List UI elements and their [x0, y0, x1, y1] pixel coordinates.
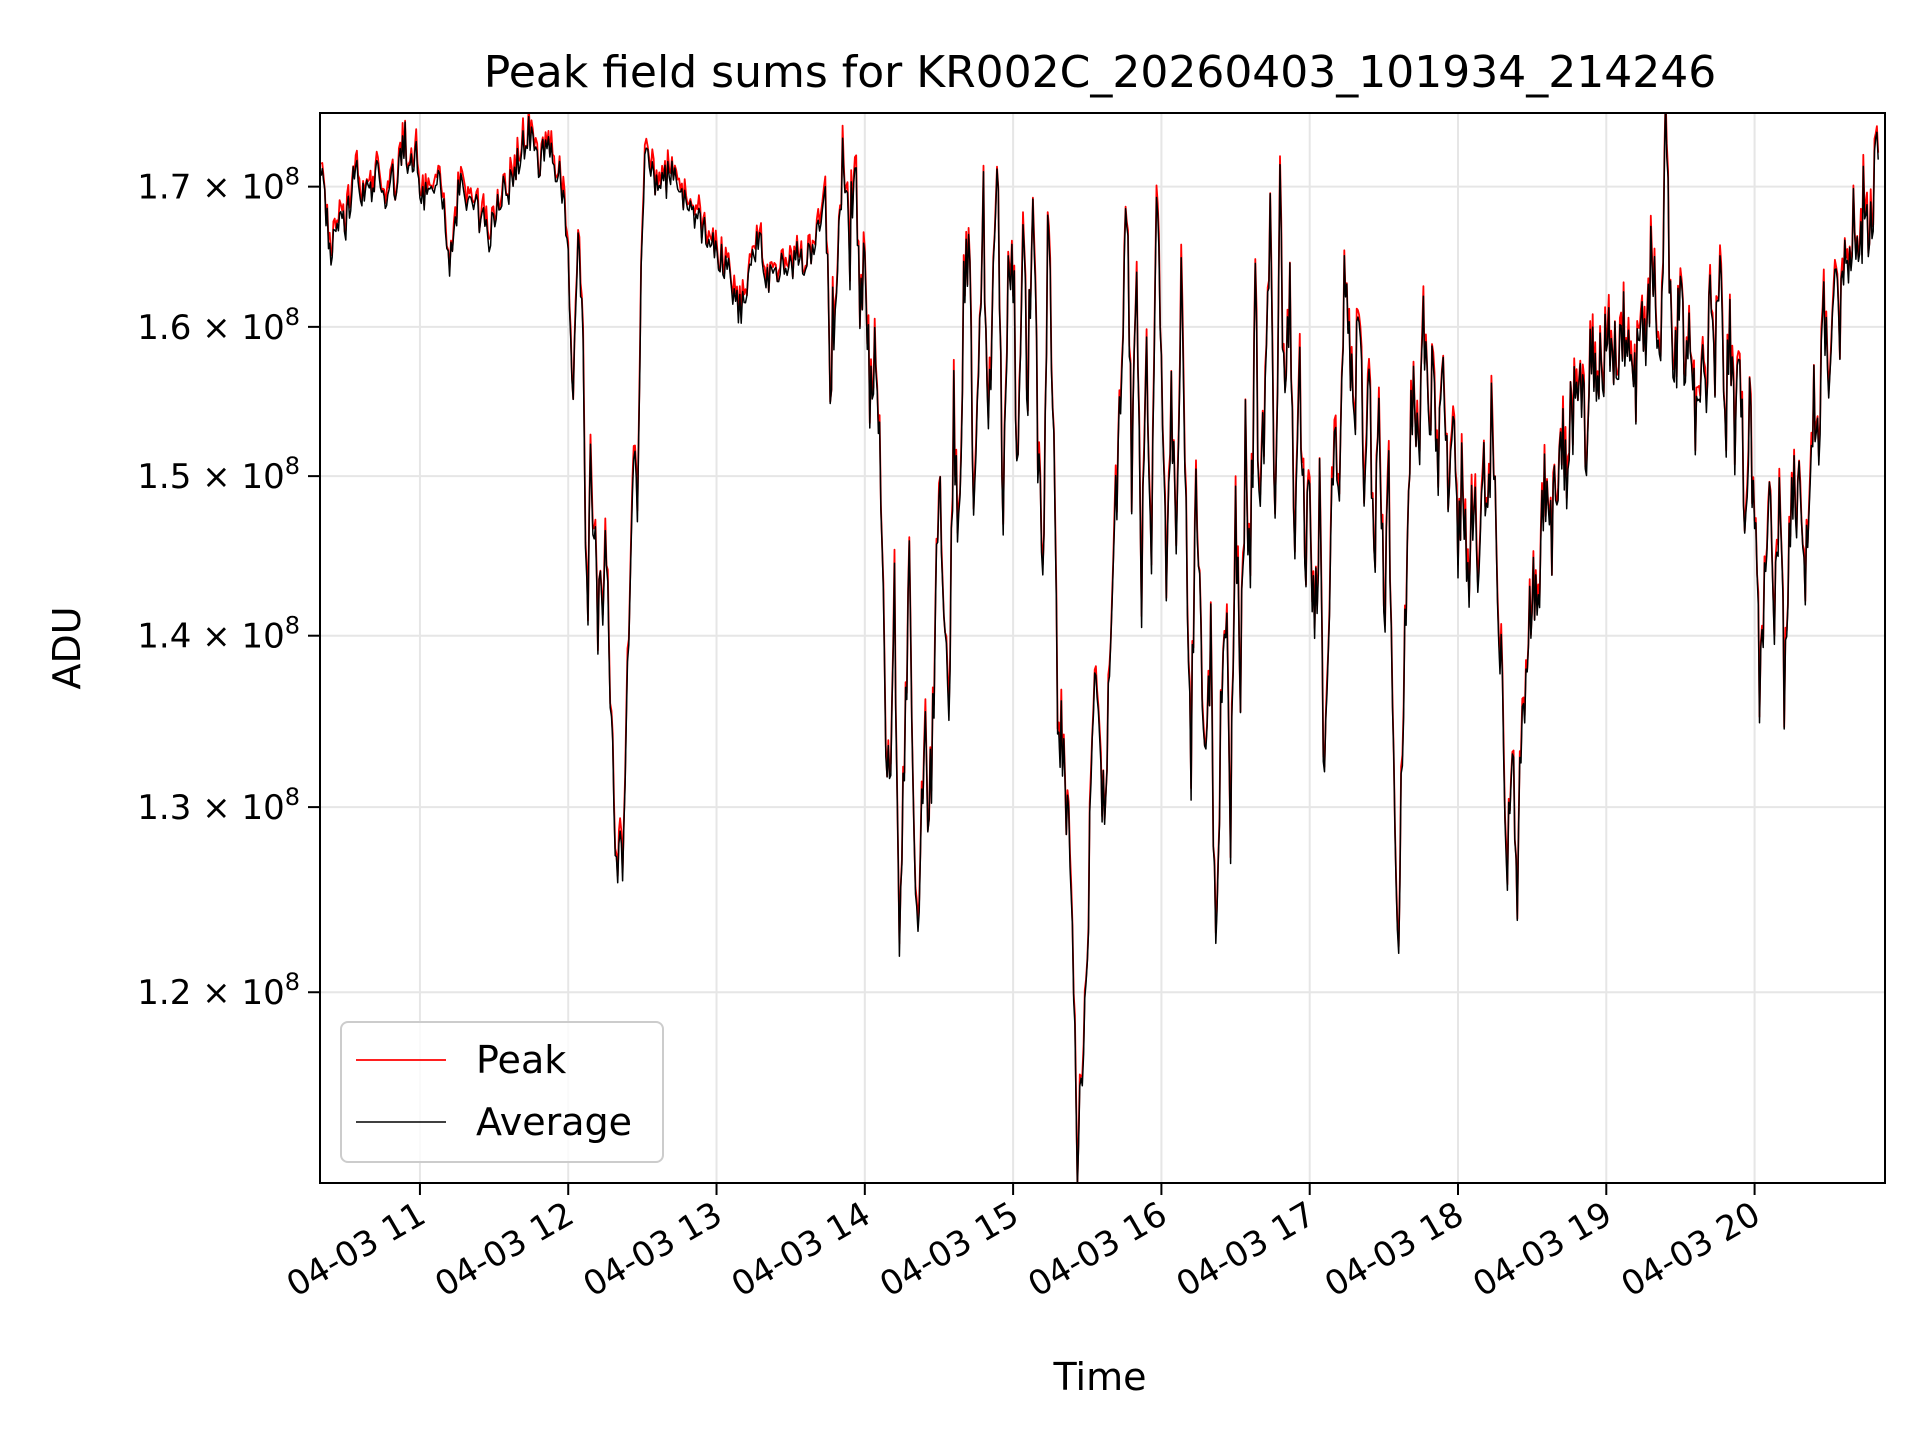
y-tick-label: 1.3 × 108: [137, 783, 300, 828]
x-axis-label: Time: [1053, 1355, 1147, 1399]
y-tick-label: 1.6 × 108: [137, 303, 300, 348]
y-axis: 1.2 × 108 1.3 × 108 1.4 × 108 1.5 × 108 1.6 …: [137, 163, 320, 1013]
plot-frame: [319, 112, 1886, 1184]
grid: [320, 113, 1885, 1183]
average-series-line: [320, 113, 1879, 1183]
y-axis-label: ADU: [45, 606, 89, 689]
y-tick-label: 1.4 × 108: [137, 612, 300, 657]
legend-average-label: Average: [476, 1100, 632, 1144]
legend-box: [340, 1021, 664, 1163]
y-tick-label: 1.2 × 108: [137, 968, 300, 1013]
y-tick-label: 1.7 × 108: [137, 163, 300, 208]
chart-title: Peak field sums for KR002C_20260403_1019…: [484, 47, 1716, 98]
legend: Peak Average: [340, 1021, 664, 1163]
y-tick-label: 1.5 × 108: [137, 452, 300, 497]
legend-peak-label: Peak: [476, 1038, 566, 1082]
